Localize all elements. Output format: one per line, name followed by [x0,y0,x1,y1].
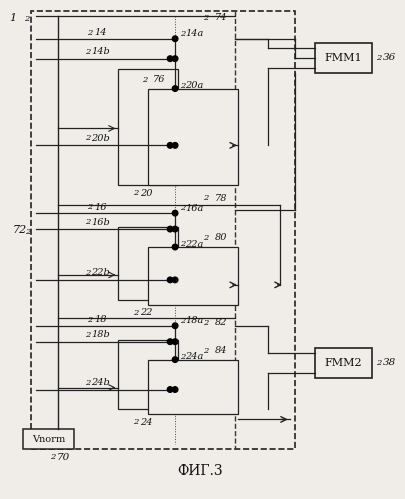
Text: 2: 2 [85,379,90,387]
Text: 2: 2 [85,218,90,226]
Text: 2: 2 [376,359,382,367]
Text: 20b: 20b [91,134,110,143]
Bar [148,360,238,415]
Circle shape [167,387,173,392]
Circle shape [172,36,178,41]
Bar [118,69,178,185]
Circle shape [172,357,178,362]
Circle shape [172,86,178,91]
Circle shape [167,277,173,283]
Text: 70: 70 [57,453,70,462]
Text: 84: 84 [215,346,228,355]
Text: 2: 2 [180,240,185,248]
Text: 22b: 22b [91,268,110,277]
Circle shape [172,244,178,250]
Text: 76: 76 [153,74,166,83]
Text: 2: 2 [85,269,90,277]
Text: 24a: 24a [185,352,203,361]
Text: 2: 2 [85,48,90,56]
Bar [31,11,295,449]
Text: 2: 2 [376,54,382,62]
Text: 2: 2 [202,14,208,22]
Text: 2: 2 [180,353,185,361]
Circle shape [172,387,178,392]
Text: 2: 2 [142,75,147,83]
Text: 38: 38 [382,358,396,367]
Text: 18a: 18a [185,316,203,325]
Bar [23,429,75,449]
Text: 14a: 14a [185,29,203,38]
Circle shape [167,56,173,61]
Text: 2: 2 [133,189,138,197]
Circle shape [172,323,178,328]
Bar [118,227,178,300]
Text: 2: 2 [180,81,185,89]
Text: 2: 2 [202,194,208,202]
Circle shape [172,211,178,216]
Text: 2: 2 [85,134,90,142]
Text: 22: 22 [140,308,153,317]
Bar [315,43,373,73]
Text: 14: 14 [94,28,107,37]
Text: 2: 2 [202,347,208,355]
Text: 2: 2 [23,15,29,23]
Text: 16a: 16a [185,204,203,213]
Bar [118,340,178,410]
Text: 2: 2 [25,228,30,236]
Text: 24: 24 [140,418,153,427]
Text: 18: 18 [94,315,107,324]
Circle shape [167,226,173,232]
Text: 74: 74 [215,13,228,22]
Text: ФИГ.3: ФИГ.3 [177,464,223,478]
Text: 2: 2 [133,418,138,427]
Text: 2: 2 [202,234,208,242]
Text: FMM1: FMM1 [325,53,362,63]
Text: 72: 72 [13,225,27,235]
Text: 2: 2 [180,204,185,212]
Bar [315,348,373,378]
Text: 20a: 20a [185,81,203,90]
Text: 36: 36 [382,53,396,62]
Text: 2: 2 [87,29,92,37]
Text: 2: 2 [87,316,92,324]
Circle shape [167,143,173,148]
Text: Vnorm: Vnorm [32,435,65,444]
Bar [148,247,238,305]
Text: 22a: 22a [185,240,203,249]
Circle shape [167,339,173,344]
Text: 2: 2 [85,331,90,339]
Text: 2: 2 [51,453,56,461]
Text: FMM2: FMM2 [325,358,362,368]
Text: 16: 16 [94,203,107,212]
Text: 82: 82 [215,318,228,327]
Text: 24b: 24b [91,378,110,387]
Text: 2: 2 [202,319,208,327]
Text: 2: 2 [133,309,138,317]
Text: 18b: 18b [91,330,110,339]
Circle shape [172,143,178,148]
Text: 16b: 16b [91,218,110,227]
Text: 2: 2 [87,203,92,211]
Text: 2: 2 [180,317,185,325]
Text: 2: 2 [180,30,185,38]
Circle shape [172,277,178,283]
Bar [148,88,238,185]
Text: 14b: 14b [91,47,110,56]
Text: 78: 78 [215,194,228,203]
Circle shape [172,226,178,232]
Text: 80: 80 [215,233,228,242]
Text: 1: 1 [9,13,17,23]
Circle shape [172,339,178,344]
Text: 20: 20 [140,189,153,198]
Circle shape [172,56,178,61]
